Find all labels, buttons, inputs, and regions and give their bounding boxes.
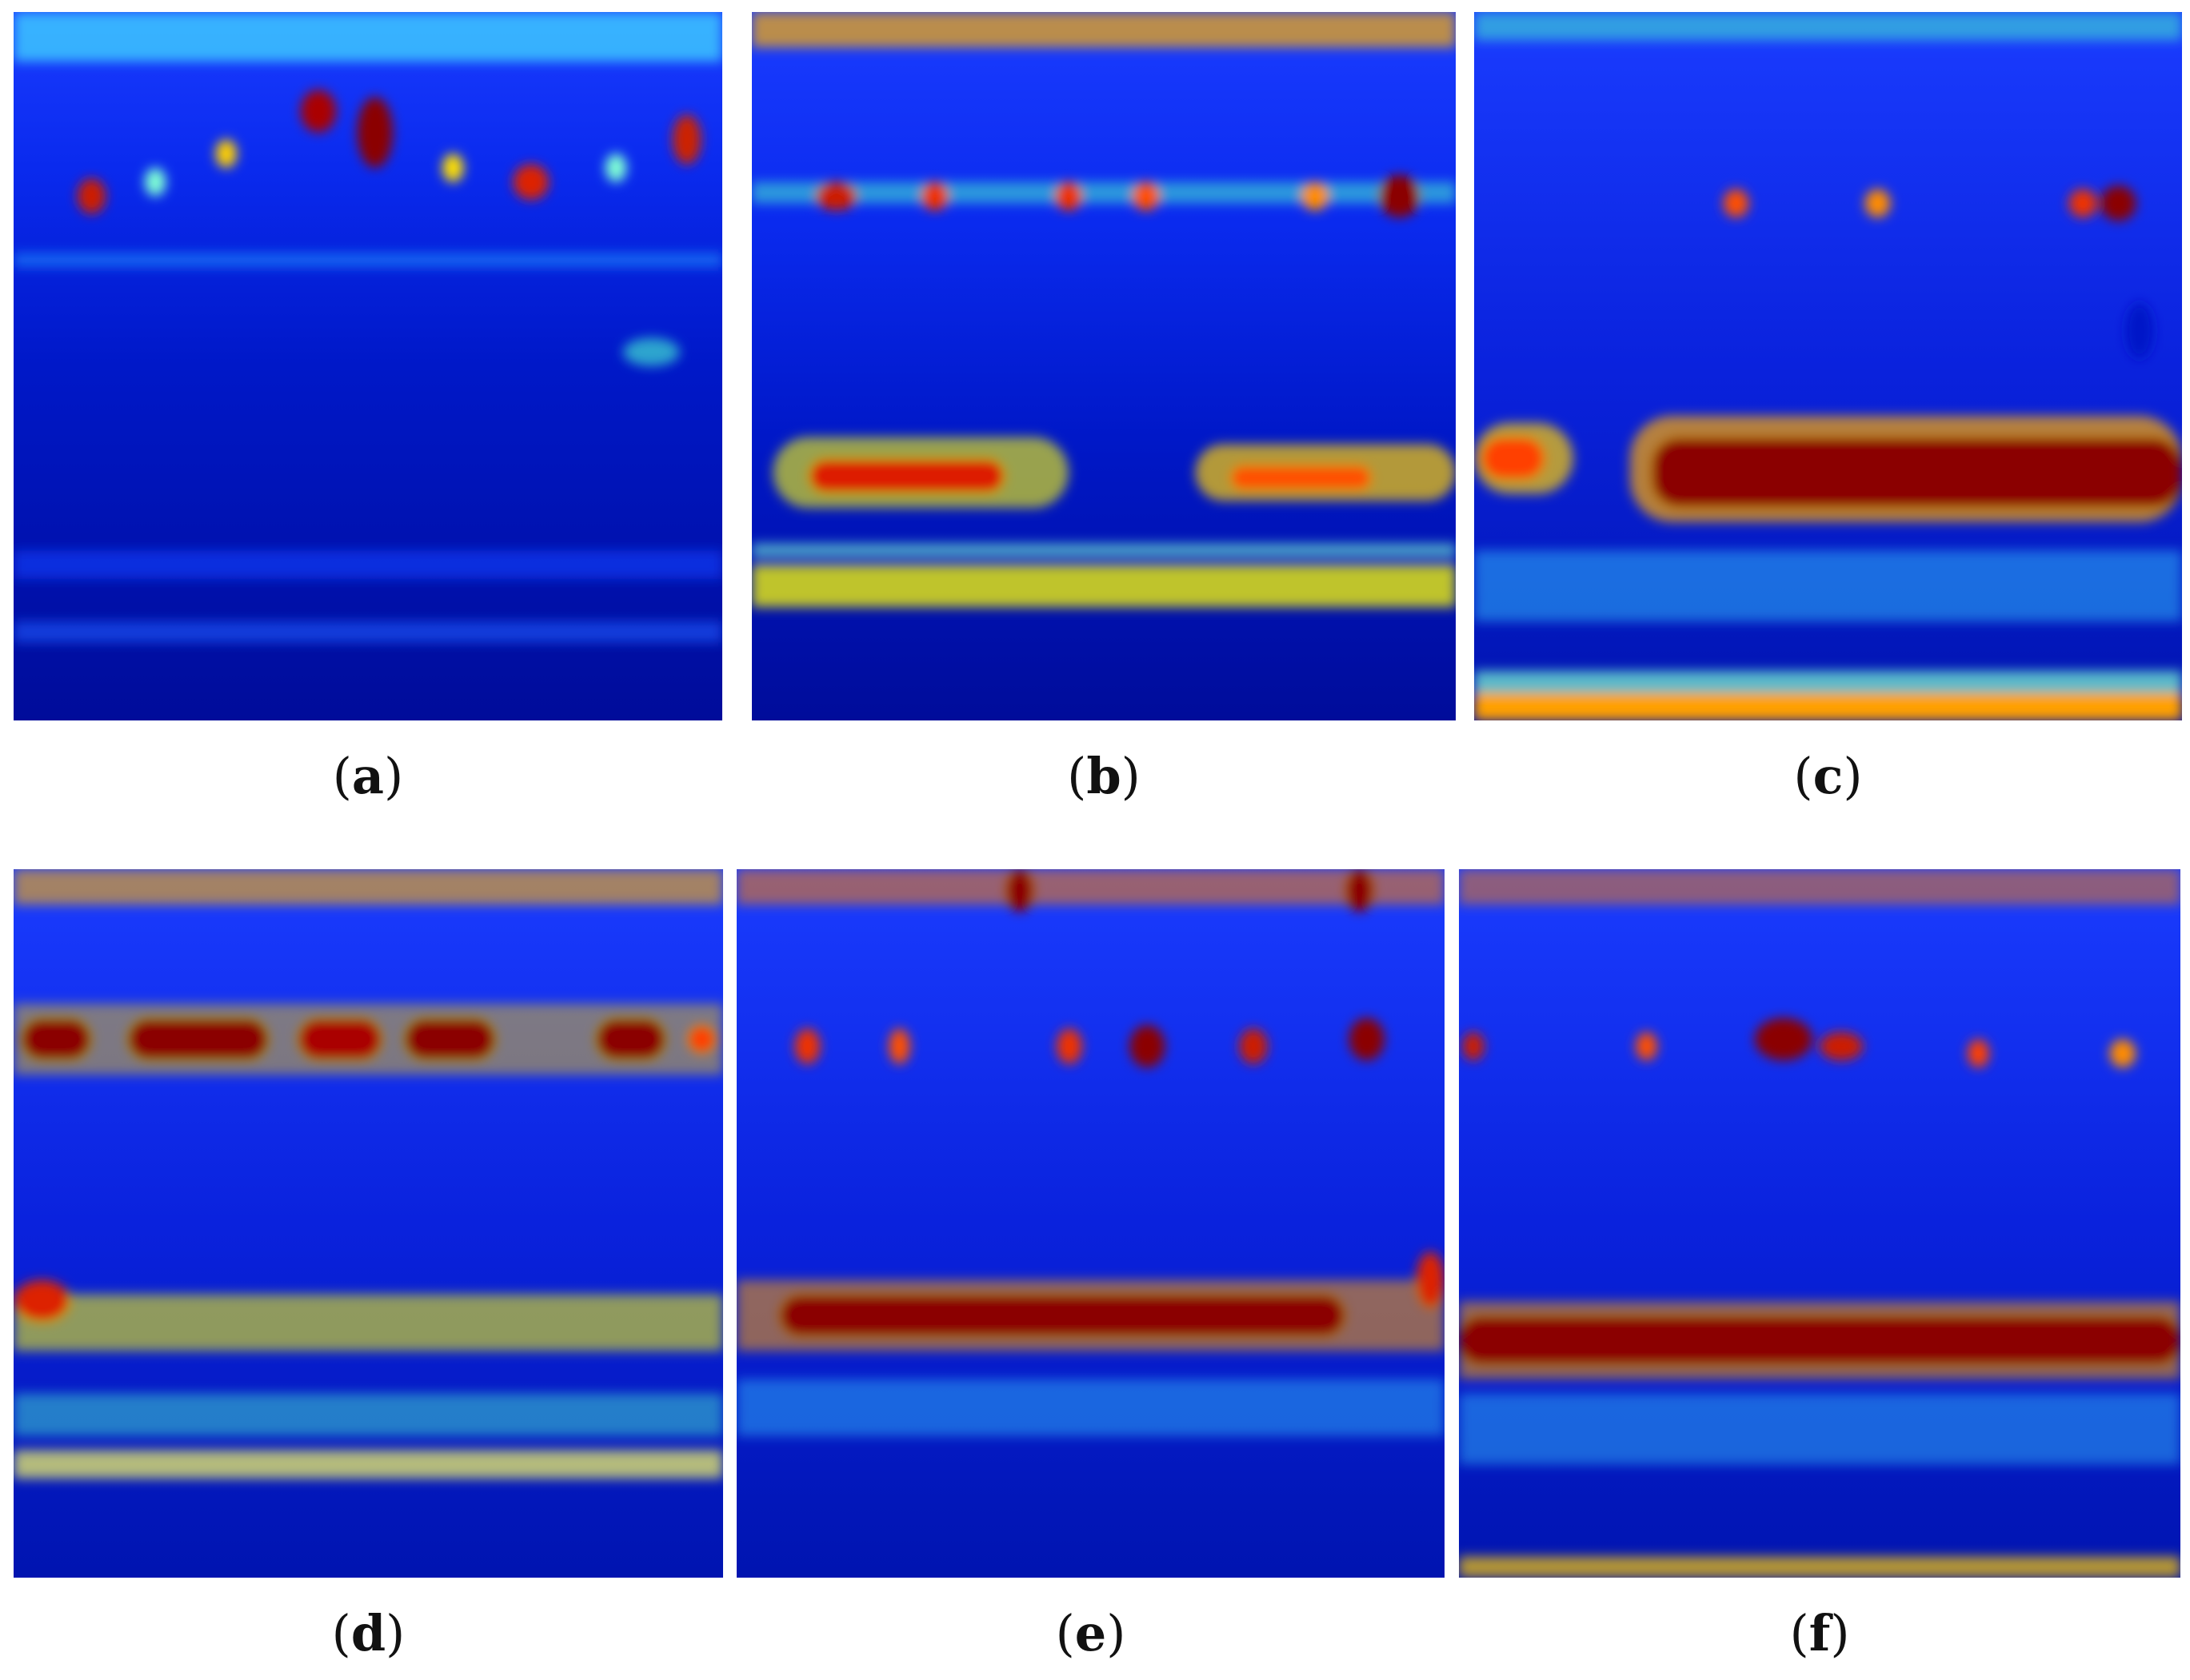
panel-a: (a) xyxy=(14,12,722,801)
panel-f: (f) xyxy=(1459,869,2180,1658)
scalogram-image-c xyxy=(1474,12,2182,720)
panel-caption-c: (c) xyxy=(1793,747,1863,805)
panel-caption-b: (b) xyxy=(1067,747,1141,805)
panel-caption-a: (a) xyxy=(332,747,404,805)
panel-caption-e: (e) xyxy=(1055,1604,1126,1662)
scalogram-image-d xyxy=(14,869,723,1578)
panel-caption-f: (f) xyxy=(1789,1604,1850,1662)
scalogram-image-a xyxy=(14,12,722,720)
panel-caption-letter-d: d xyxy=(350,1604,386,1662)
panel-c: (c) xyxy=(1474,12,2182,801)
panel-caption-letter-e: e xyxy=(1074,1604,1107,1662)
scalogram-image-b xyxy=(752,12,1456,720)
panel-e: (e) xyxy=(737,869,1445,1658)
panel-caption-letter-c: c xyxy=(1812,747,1844,805)
panel-d: (d) xyxy=(14,869,723,1658)
panel-caption-letter-a: a xyxy=(351,747,385,805)
scalogram-image-f xyxy=(1459,869,2180,1578)
panel-caption-letter-b: b xyxy=(1086,747,1121,805)
panel-caption-d: (d) xyxy=(331,1604,406,1662)
panel-b: (b) xyxy=(752,12,1456,801)
scalogram-image-e xyxy=(737,869,1445,1578)
panel-caption-letter-f: f xyxy=(1808,1604,1831,1662)
